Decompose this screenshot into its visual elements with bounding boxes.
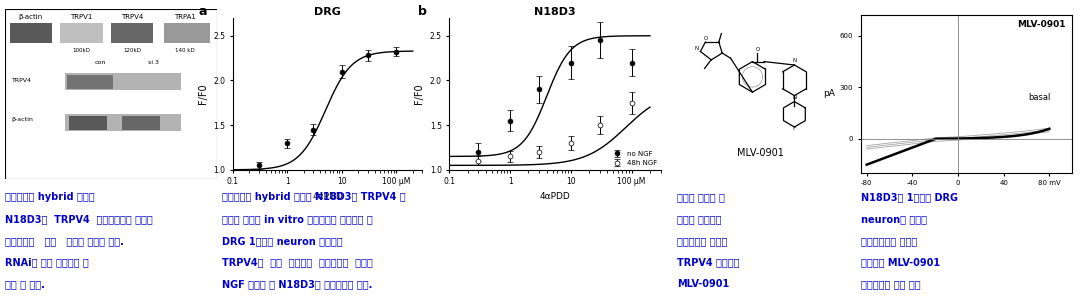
Text: 전기생리학 지표 생산: 전기생리학 지표 생산 xyxy=(861,279,921,289)
FancyBboxPatch shape xyxy=(65,74,181,91)
FancyBboxPatch shape xyxy=(67,75,113,89)
Text: DRG 1차배양 neuron 플랫폼과: DRG 1차배양 neuron 플랫폼과 xyxy=(222,236,342,246)
FancyBboxPatch shape xyxy=(164,23,210,43)
Text: F: F xyxy=(793,126,796,131)
Text: N18D3의 1차배양 DRG: N18D3의 1차배양 DRG xyxy=(861,192,958,202)
Text: 활용하여 MLV-0901: 활용하여 MLV-0901 xyxy=(861,257,940,268)
Text: b: b xyxy=(418,5,427,18)
Y-axis label: pA: pA xyxy=(823,89,835,98)
Title: N18D3: N18D3 xyxy=(534,7,576,17)
Text: MLV-0901: MLV-0901 xyxy=(738,148,784,158)
Text: RNAi를 통해 발현량을 조: RNAi를 통해 발현량을 조 xyxy=(5,257,89,268)
Text: 입력신경망 hybrid 세포주: 입력신경망 hybrid 세포주 xyxy=(5,192,95,202)
Text: 전기생리학적 특성을: 전기생리학적 특성을 xyxy=(861,236,917,246)
Text: N18D3의  TRPV4  특화된어기술 탐색용: N18D3의 TRPV4 특화된어기술 탐색용 xyxy=(5,214,153,224)
FancyBboxPatch shape xyxy=(112,23,154,43)
Y-axis label: F/F0: F/F0 xyxy=(415,83,425,104)
Text: TRPV4 제어기술: TRPV4 제어기술 xyxy=(677,257,740,268)
Text: TRPA1: TRPA1 xyxy=(174,14,196,20)
Text: TRPV4: TRPV4 xyxy=(121,14,143,20)
Text: 성공적으로 발굴한: 성공적으로 발굴한 xyxy=(677,236,728,246)
FancyBboxPatch shape xyxy=(121,116,159,130)
Text: a: a xyxy=(199,5,207,18)
Text: O: O xyxy=(755,46,759,52)
FancyBboxPatch shape xyxy=(65,114,181,131)
Text: NGF 투입량 등 N18D3의 배양조건을 조정.: NGF 투입량 등 N18D3의 배양조건을 조정. xyxy=(222,279,373,289)
Text: MLV-0901: MLV-0901 xyxy=(677,279,729,289)
Text: N: N xyxy=(793,58,796,63)
Text: 입력신경망 hybrid 세포주 N18D3의 TRPV4 제: 입력신경망 hybrid 세포주 N18D3의 TRPV4 제 xyxy=(222,192,406,202)
Text: si 3: si 3 xyxy=(147,60,159,65)
Legend: no NGF, 48h NGF: no NGF, 48h NGF xyxy=(613,151,657,166)
Text: N: N xyxy=(793,95,796,100)
Text: 절할 수 있음.: 절할 수 있음. xyxy=(5,279,45,289)
Text: 100kD: 100kD xyxy=(73,48,91,53)
Text: TRPV4의  반응  활성도를  일치시키기  위하여: TRPV4의 반응 활성도를 일치시키기 위하여 xyxy=(222,257,373,268)
Text: 어기술 탐색용 in vitro 플랫폼으로 전환하기 위: 어기술 탐색용 in vitro 플랫폼으로 전환하기 위 xyxy=(222,214,373,224)
Text: 120kD: 120kD xyxy=(123,48,141,53)
Y-axis label: F/F0: F/F0 xyxy=(198,83,208,104)
Text: MLV-0901: MLV-0901 xyxy=(1017,20,1066,29)
Text: β-actin: β-actin xyxy=(12,117,34,122)
Text: 통증수용체   발현   양상한 최적화 작업.: 통증수용체 발현 양상한 최적화 작업. xyxy=(5,236,125,246)
Text: TRPV1: TRPV1 xyxy=(70,14,93,20)
Title: DRG: DRG xyxy=(314,7,341,17)
FancyBboxPatch shape xyxy=(69,116,107,130)
Text: N: N xyxy=(694,46,699,51)
X-axis label: 4αPDD: 4αPDD xyxy=(539,192,571,201)
Text: neuron과 유사한: neuron과 유사한 xyxy=(861,214,927,224)
X-axis label: 4αPDD: 4αPDD xyxy=(312,192,343,201)
Text: O: O xyxy=(703,35,707,41)
Text: con: con xyxy=(94,60,106,65)
FancyBboxPatch shape xyxy=(10,23,52,43)
Text: β-actin: β-actin xyxy=(18,14,43,20)
Text: 140 kD: 140 kD xyxy=(175,48,195,53)
FancyBboxPatch shape xyxy=(61,23,103,43)
Text: 플랫폼 최적화 후: 플랫폼 최적화 후 xyxy=(677,192,725,202)
Text: basal: basal xyxy=(1029,92,1051,102)
Text: 탐색을 시행하여: 탐색을 시행하여 xyxy=(677,214,721,224)
Text: TRPV4: TRPV4 xyxy=(12,78,31,83)
